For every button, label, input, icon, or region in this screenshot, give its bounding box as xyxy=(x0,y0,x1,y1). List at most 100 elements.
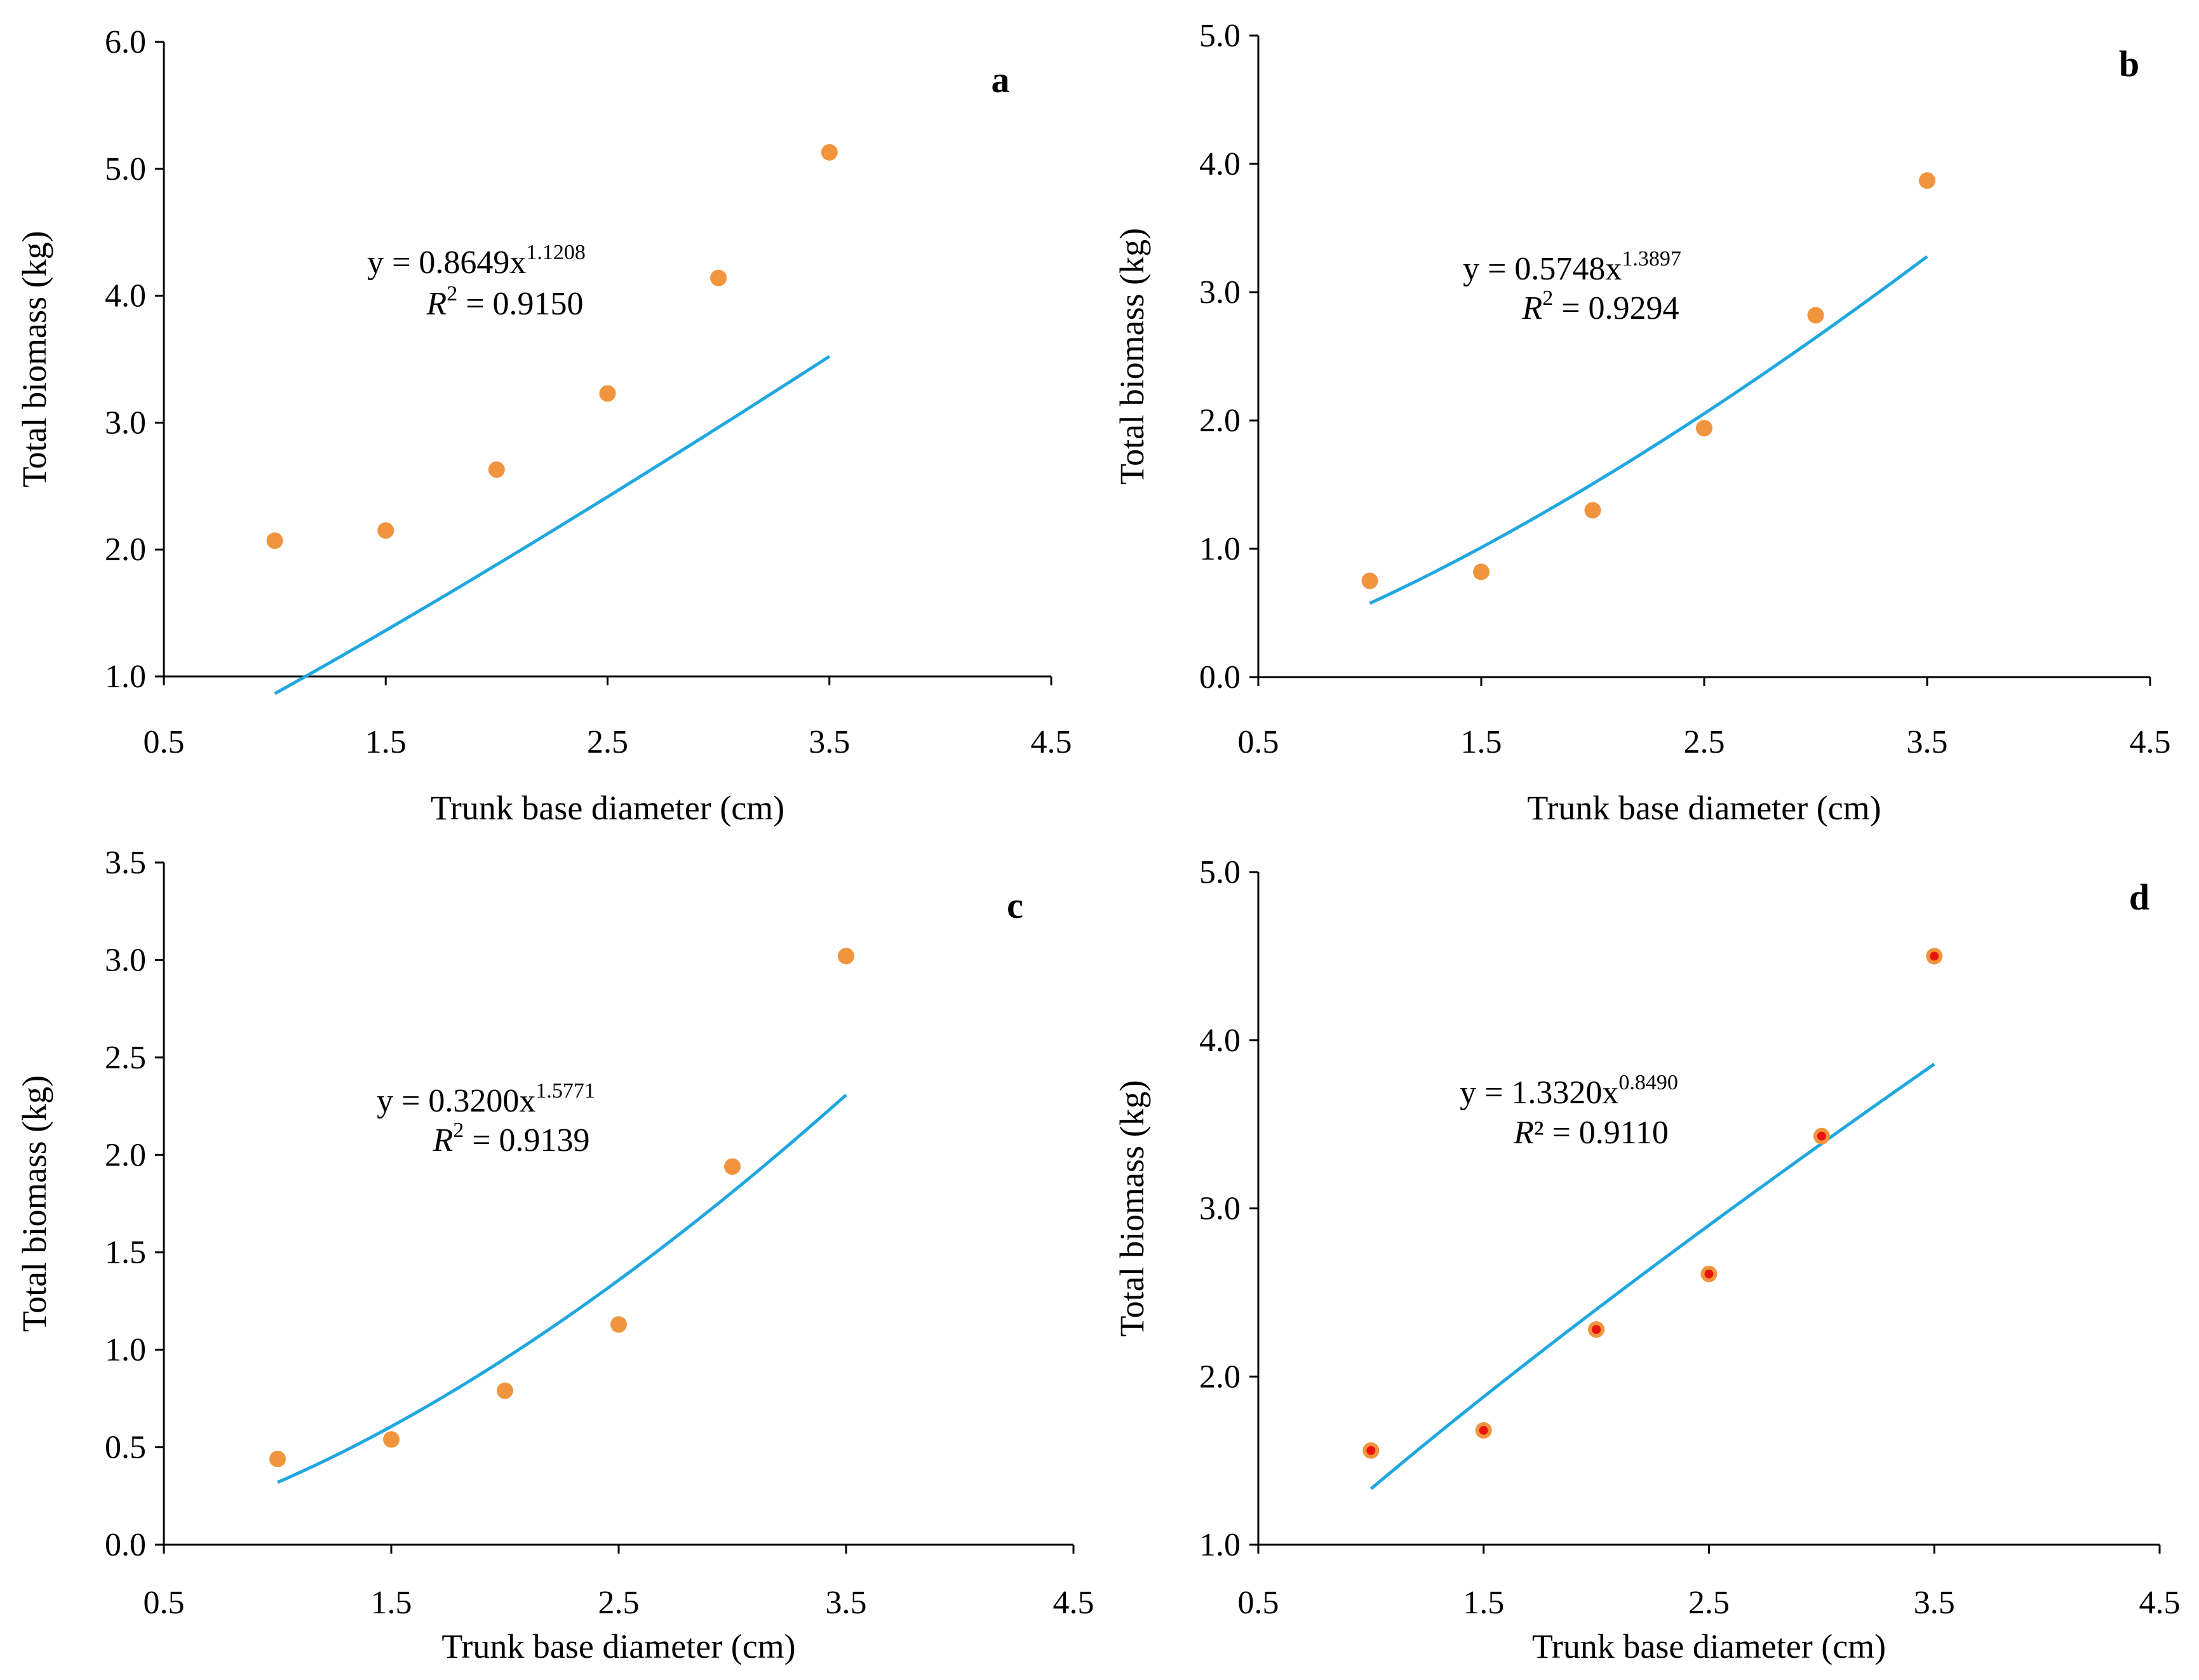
equation-base: y = 0.8649x xyxy=(367,245,526,281)
panel-label: d xyxy=(2129,877,2149,918)
y-tick-label: 2.0 xyxy=(105,1137,146,1173)
fit-line xyxy=(274,355,831,696)
equation-label: y = 0.8649x1.1208 xyxy=(367,241,586,281)
r-squared-exponent: 2 xyxy=(1542,286,1553,310)
x-tick-label: 0.5 xyxy=(1238,1585,1279,1621)
x-tick-label: 3.5 xyxy=(826,1585,867,1621)
x-tick-label: 2.5 xyxy=(598,1585,640,1621)
r-squared-value: ² = 0.9110 xyxy=(1534,1115,1669,1151)
equation-base: y = 0.3200x xyxy=(377,1083,535,1119)
x-tick-label: 0.5 xyxy=(1238,724,1279,760)
x-tick-label: 3.5 xyxy=(1907,724,1948,760)
equation-label: y = 0.5748x1.3897 xyxy=(1463,247,1681,287)
r-squared-label: R2 = 0.9294 xyxy=(1521,286,1679,326)
data-point xyxy=(1919,172,1935,189)
y-tick-label: 5.0 xyxy=(1199,18,1241,54)
x-tick-label: 1.5 xyxy=(1463,1585,1504,1621)
x-tick-label: 1.5 xyxy=(1461,724,1502,760)
r-squared-symbol: R xyxy=(426,286,447,322)
y-axis-title: Total biomass (kg) xyxy=(1113,228,1151,485)
y-tick-label: 4.0 xyxy=(1199,1023,1241,1059)
equation-exponent: 0.8490 xyxy=(1618,1071,1678,1094)
equation-exponent: 1.5771 xyxy=(535,1079,595,1103)
r-squared-symbol: R xyxy=(1513,1115,1534,1151)
data-point-center xyxy=(1704,1269,1714,1279)
fit-line xyxy=(276,1093,847,1484)
data-point xyxy=(838,948,854,965)
r-squared-label: R² = 0.9110 xyxy=(1513,1115,1669,1151)
r-squared-exponent: 2 xyxy=(447,282,457,306)
y-tick-label: 1.0 xyxy=(105,1332,146,1368)
data-point xyxy=(610,1316,627,1333)
data-point xyxy=(497,1382,513,1399)
y-tick-label: 2.5 xyxy=(105,1040,146,1076)
data-point xyxy=(383,1431,400,1448)
y-tick-label: 2.0 xyxy=(1199,1359,1241,1395)
y-tick-label: 2.0 xyxy=(1199,403,1241,439)
equation-label: y = 1.3320x0.8490 xyxy=(1460,1071,1678,1111)
data-point xyxy=(1696,420,1712,437)
data-point-center xyxy=(1592,1325,1601,1334)
data-point xyxy=(1361,572,1378,589)
data-point xyxy=(377,522,394,539)
x-tick-label: 4.5 xyxy=(1031,724,1072,760)
y-tick-label: 3.5 xyxy=(105,845,146,881)
chart-panel-a: 1.0 2.0 3.0 4.0 5.0 6.0 0.5 1.5 2.5 3.5 4.5 Trunk b… xyxy=(15,24,1072,827)
r-squared-label: R2 = 0.9139 xyxy=(432,1119,589,1159)
panel-label: a xyxy=(992,59,1010,100)
data-point xyxy=(488,461,505,478)
data-point xyxy=(724,1158,741,1175)
y-tick-label: 1.0 xyxy=(1199,1527,1241,1563)
y-tick-label: 1.0 xyxy=(105,659,146,695)
x-tick-label: 0.5 xyxy=(144,724,185,760)
x-tick-label: 4.5 xyxy=(2130,724,2171,760)
r-squared-symbol: R xyxy=(432,1122,453,1159)
y-tick-label: 5.0 xyxy=(1199,854,1241,890)
r-squared-label: R2 = 0.9150 xyxy=(426,282,583,322)
chart-panel-b: 0.0 1.0 2.0 3.0 4.0 5.0 0.5 1.5 2.5 3.5 4.5 Trunk b… xyxy=(1113,18,2171,827)
x-tick-label: 4.5 xyxy=(2139,1585,2181,1621)
y-tick-label: 0.0 xyxy=(105,1527,146,1563)
r-squared-value: = 0.9294 xyxy=(1553,290,1679,326)
r-squared-value: = 0.9150 xyxy=(457,286,583,322)
x-tick-label: 2.5 xyxy=(587,724,628,760)
r-squared-symbol: R xyxy=(1521,290,1542,326)
x-tick-label: 0.5 xyxy=(144,1585,185,1621)
y-tick-label: 3.0 xyxy=(1199,1191,1241,1227)
x-tick-label: 2.5 xyxy=(1684,724,1725,760)
r-squared-value: = 0.9139 xyxy=(464,1122,589,1159)
equation-base: y = 1.3320x xyxy=(1460,1075,1618,1111)
y-tick-label: 1.5 xyxy=(105,1235,146,1271)
x-tick-label: 3.5 xyxy=(1914,1585,1955,1621)
x-axis-title: Trunk base diameter (cm) xyxy=(1532,1627,1886,1665)
x-axis-title: Trunk base diameter (cm) xyxy=(1527,789,1881,827)
data-point xyxy=(269,1450,286,1467)
y-tick-label: 0.5 xyxy=(105,1430,146,1466)
data-point xyxy=(1473,563,1490,581)
y-tick-label: 0.0 xyxy=(1199,659,1241,696)
x-axis-title: Trunk base diameter (cm) xyxy=(441,1627,795,1665)
data-point xyxy=(710,269,727,286)
data-point-center xyxy=(1930,951,1939,961)
y-tick-label: 3.0 xyxy=(105,405,146,441)
y-axis-title: Total biomass (kg) xyxy=(15,1075,53,1332)
y-tick-label: 4.0 xyxy=(1199,146,1241,182)
fit-line xyxy=(1369,1063,1935,1491)
equation-label: y = 0.3200x1.5771 xyxy=(377,1079,595,1119)
fit-line xyxy=(1369,255,1928,605)
y-tick-label: 6.0 xyxy=(105,24,146,60)
data-point xyxy=(1807,307,1824,324)
equation-exponent: 1.1208 xyxy=(526,241,586,264)
y-tick-label: 4.0 xyxy=(105,278,146,314)
chart-panel-c: 0.0 0.5 1.0 1.5 2.0 2.5 3.0 3.5 0.5 1.5 2.5 3.5 4.5 T… xyxy=(15,845,1094,1665)
data-point xyxy=(821,144,838,161)
x-tick-label: 4.5 xyxy=(1053,1585,1094,1621)
x-tick-label: 3.5 xyxy=(809,724,850,760)
x-tick-label: 2.5 xyxy=(1688,1585,1730,1621)
data-point-center xyxy=(1479,1425,1488,1435)
y-tick-label: 3.0 xyxy=(105,942,146,978)
panel-label: b xyxy=(2119,43,2139,84)
chart-panel-d: 1.0 2.0 3.0 4.0 5.0 0.5 1.5 2.5 3.5 4.5 Trunk base… xyxy=(1113,854,2181,1665)
